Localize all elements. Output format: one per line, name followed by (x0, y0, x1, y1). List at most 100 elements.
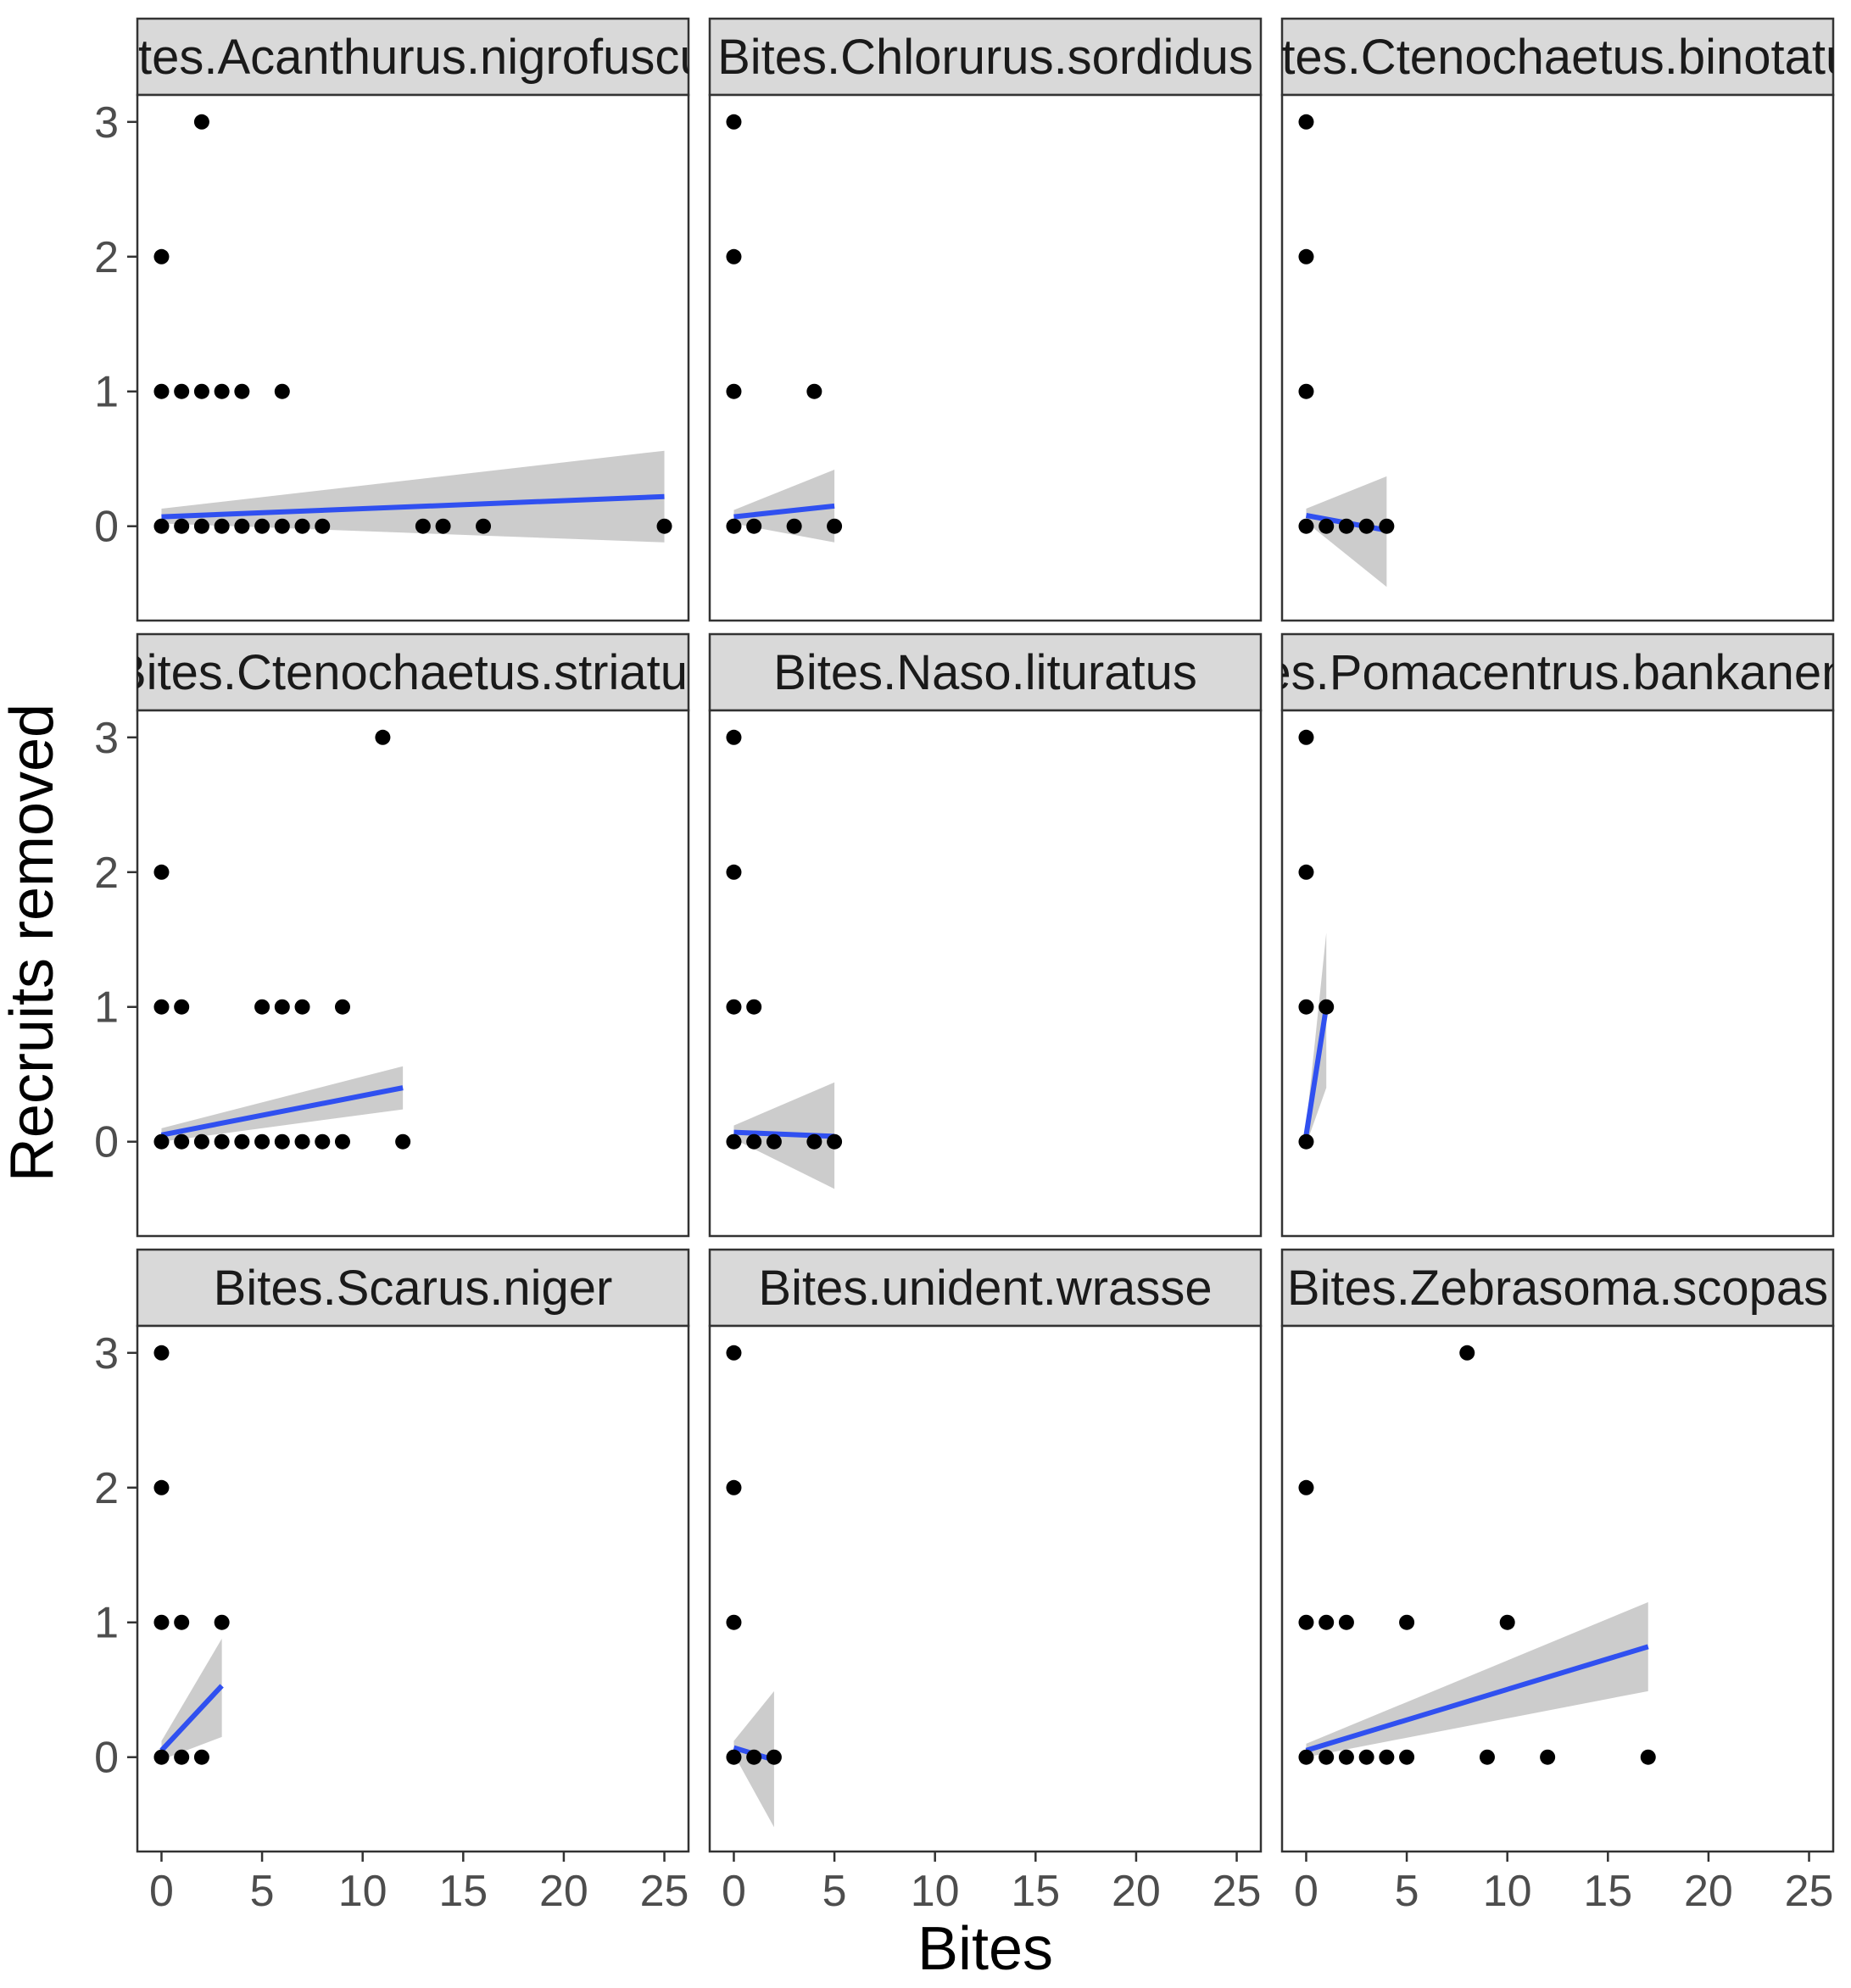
facet-panel: Bites.Ctenochaetus.striatus (136, 632, 690, 1238)
panel-border (136, 93, 690, 622)
data-point (153, 1479, 170, 1495)
data-point (726, 1133, 742, 1150)
data-point (174, 383, 190, 399)
data-point (193, 518, 209, 534)
y-tick-label: 2 (94, 233, 119, 282)
data-point (1358, 1749, 1374, 1765)
data-point (435, 518, 451, 534)
confidence-band (161, 450, 665, 543)
data-point (1338, 1749, 1354, 1765)
x-tick-label: 15 (1583, 1867, 1632, 1916)
x-tick-label: 5 (250, 1867, 275, 1916)
data-point (806, 1133, 822, 1150)
y-tick-label: 1 (94, 368, 119, 417)
data-point (1319, 518, 1335, 534)
panel-background (137, 95, 689, 621)
y-tick-label: 0 (94, 1734, 119, 1783)
facet-strip (1280, 1248, 1835, 1328)
data-point (476, 518, 492, 534)
facet-panel: Bites.Acanthurus.nigrofuscus (136, 17, 690, 622)
y-tick-label: 0 (94, 1118, 119, 1167)
facet-panel: Bites.Zebrasoma.scopas (1280, 1248, 1835, 1853)
panel-background (137, 1326, 689, 1852)
data-point (786, 518, 802, 534)
confidence-band (1306, 1601, 1648, 1757)
data-point (234, 518, 250, 534)
facet-panel: Bites.Naso.lituratus (708, 632, 1263, 1238)
data-point (294, 1133, 310, 1150)
data-point (1379, 1749, 1395, 1765)
data-point (214, 383, 230, 399)
panel-background (1282, 710, 1833, 1236)
facet-strip-label: Bites.Chlorurus.sordidus (717, 30, 1253, 85)
data-point (174, 999, 190, 1015)
panel-border (136, 1324, 690, 1853)
x-tick-label: 20 (539, 1867, 588, 1916)
data-point (274, 1133, 290, 1150)
regression-line (161, 493, 665, 520)
confidence-band (161, 1638, 222, 1760)
data-point (806, 383, 822, 399)
data-point (726, 1749, 742, 1765)
data-point (726, 114, 742, 130)
y-tick-label: 0 (94, 503, 119, 552)
data-point (726, 999, 742, 1015)
data-point (1298, 114, 1314, 130)
data-point (254, 518, 270, 534)
panel-border (708, 93, 1263, 622)
data-point (214, 518, 230, 534)
x-tick-label: 10 (911, 1867, 960, 1916)
data-point (254, 999, 270, 1015)
data-point (274, 383, 290, 399)
x-tick-label: 25 (1785, 1867, 1834, 1916)
data-point (153, 999, 170, 1015)
panel-border (1280, 709, 1835, 1238)
data-point (315, 518, 331, 534)
facet-strip (136, 17, 690, 97)
data-point (193, 1749, 209, 1765)
facet-strip (708, 1248, 1263, 1328)
data-point (214, 1133, 230, 1150)
data-point (1319, 1749, 1335, 1765)
data-point (1298, 1479, 1314, 1495)
y-tick-label: 3 (94, 98, 119, 148)
data-point (726, 729, 742, 745)
x-tick-label: 20 (1112, 1867, 1161, 1916)
data-point (1499, 1614, 1515, 1630)
axes: 0 1 2 3 0 1 2 3 0 1 2 3 0 5 10 15 20 25 0 5 10 15 20 25 0 5 10 15 20… (94, 98, 1833, 1916)
data-point (726, 1479, 742, 1495)
data-point (746, 1749, 762, 1765)
data-point (193, 1133, 209, 1150)
data-point (214, 1614, 230, 1630)
x-tick-label: 0 (722, 1867, 746, 1916)
data-point (1298, 1133, 1314, 1150)
panel-border (708, 1324, 1263, 1853)
data-point (334, 999, 350, 1015)
facet-strip-label: Bites.Zebrasoma.scopas (1287, 1261, 1828, 1316)
data-point (726, 248, 742, 265)
data-point (766, 1749, 782, 1765)
x-tick-label: 0 (1294, 1867, 1319, 1916)
data-point (415, 518, 431, 534)
data-point (1298, 383, 1314, 399)
data-point (1298, 864, 1314, 880)
x-tick-label: 25 (1213, 1867, 1262, 1916)
data-point (1319, 1614, 1335, 1630)
data-point (294, 999, 310, 1015)
x-tick-label: 25 (640, 1867, 689, 1916)
data-point (1298, 1749, 1314, 1765)
data-point (234, 1133, 250, 1150)
data-point (1399, 1614, 1415, 1630)
panel-background (710, 95, 1261, 621)
data-point (234, 383, 250, 399)
data-point (726, 383, 742, 399)
facet-strip-label: Bites.Pomacentrus.bankanensis (1207, 645, 1851, 700)
data-point (193, 114, 209, 130)
data-point (274, 518, 290, 534)
data-point (1319, 999, 1335, 1015)
data-point (1298, 999, 1314, 1015)
data-point (174, 1749, 190, 1765)
data-point (153, 1345, 170, 1361)
data-point (726, 1345, 742, 1361)
